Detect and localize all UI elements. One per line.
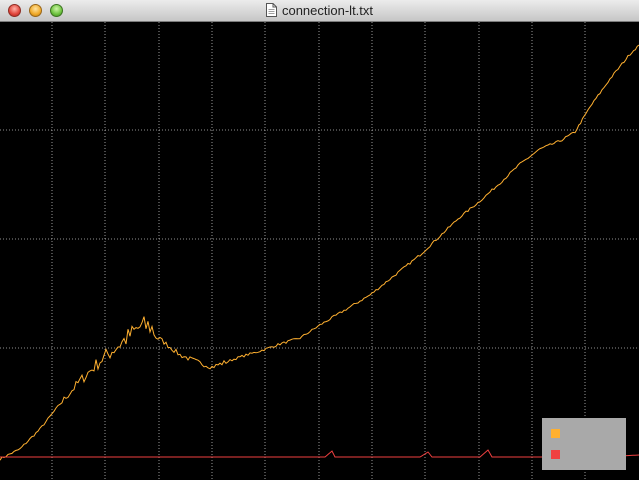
legend xyxy=(542,418,626,470)
chart-area xyxy=(0,22,639,480)
window-title: connection-lt.txt xyxy=(281,3,374,18)
window-title-group: connection-lt.txt xyxy=(0,3,639,18)
series-line-orange xyxy=(0,44,639,461)
zoom-button[interactable] xyxy=(50,4,63,17)
minimize-button[interactable] xyxy=(29,4,42,17)
close-button[interactable] xyxy=(8,4,21,17)
legend-swatch-orange xyxy=(551,429,560,438)
legend-swatch-red xyxy=(551,450,560,459)
title-bar[interactable]: connection-lt.txt xyxy=(0,0,639,22)
chart-svg xyxy=(0,22,639,480)
document-icon xyxy=(265,3,277,17)
series-line-red xyxy=(0,449,639,458)
